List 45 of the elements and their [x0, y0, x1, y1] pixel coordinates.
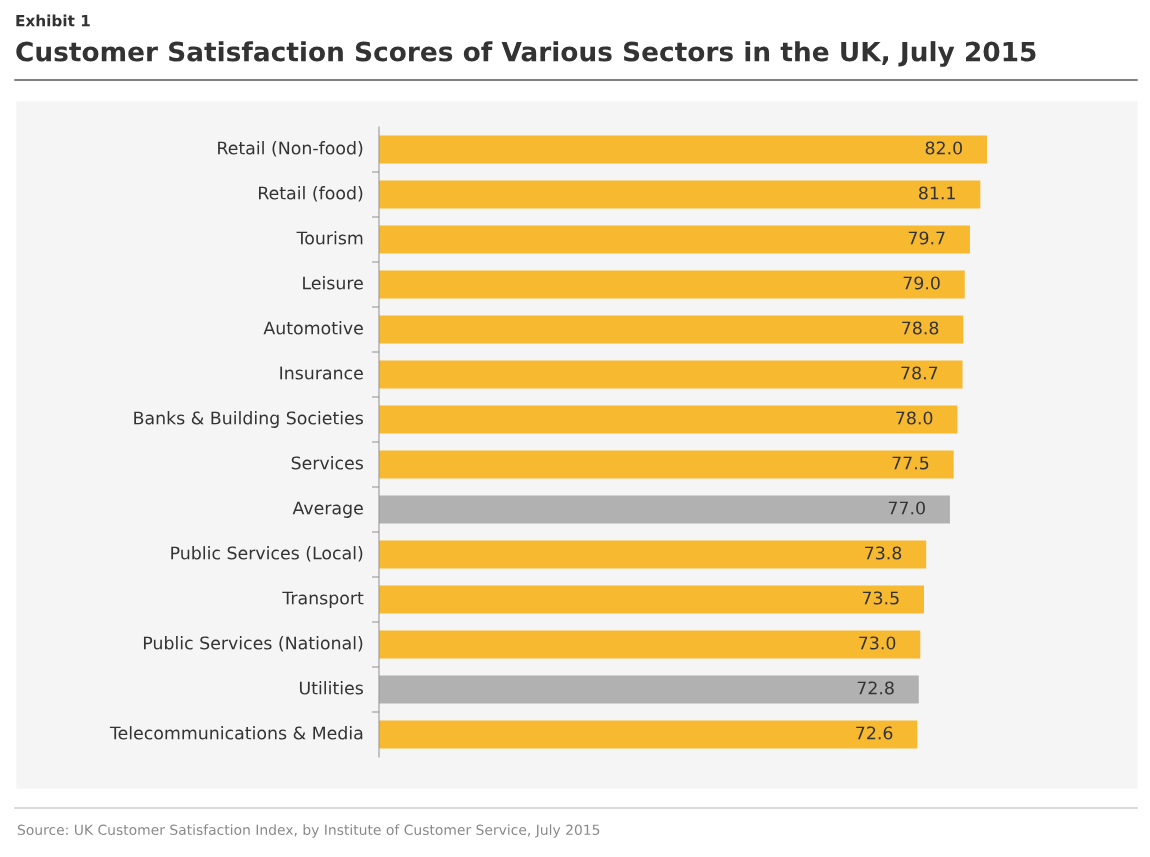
- y-tick-label: Leisure: [303, 276, 363, 290]
- y-tick-label: Retail (food): [259, 186, 363, 202]
- bar: [379, 450, 954, 479]
- y-tick-label: Transport: [282, 591, 364, 608]
- y-tick-label: Telecommunications & Media: [109, 726, 363, 740]
- data-label: 78.7: [901, 366, 938, 380]
- y-tick-label: Services: [291, 456, 363, 470]
- bar: [379, 495, 950, 524]
- y-tick-label: Average: [292, 501, 363, 518]
- data-label: 72.8: [857, 681, 894, 695]
- data-label: 73.5: [862, 591, 899, 605]
- y-tick-label: Automotive: [263, 321, 363, 335]
- data-label: 73.0: [859, 636, 896, 650]
- bar: [379, 225, 970, 254]
- y-tick-label: Tourism: [296, 231, 363, 245]
- y-tick-label: Retail (Non-food): [218, 141, 363, 157]
- bar: [379, 180, 981, 209]
- bar: [379, 630, 921, 659]
- data-label: 81.1: [919, 186, 955, 200]
- y-tick-label: Public Services (Local): [171, 546, 363, 562]
- y-tick-label: Insurance: [280, 366, 363, 380]
- y-tick-label: Public Services (National): [143, 636, 363, 652]
- text: Exhibit 1: [16, 14, 90, 27]
- data-label: 82.0: [925, 141, 962, 155]
- data-label: 72.6: [856, 726, 893, 740]
- source-note: Source: UK Customer Satisfaction Index, by Institute of Customer Service, July 2015: [17, 824, 600, 838]
- bar: [379, 720, 918, 749]
- bar: [379, 540, 927, 569]
- chart-title: Customer Satisfaction Scores of Various Sectors in the UK, July 2015: [16, 41, 1036, 67]
- data-label: 78.0: [896, 411, 933, 425]
- bar: [379, 135, 987, 164]
- y-tick-label: Utilities: [299, 681, 363, 695]
- y-tick-label: Banks & Building Societies: [134, 411, 363, 428]
- data-label: 79.7: [908, 231, 945, 245]
- bar: [379, 675, 919, 704]
- bar: [379, 405, 958, 434]
- data-label: 79.0: [903, 276, 940, 290]
- data-label: 77.5: [892, 456, 929, 470]
- bar: [379, 585, 924, 614]
- data-label: 73.8: [865, 546, 902, 560]
- bar: [379, 270, 965, 299]
- data-label: 77.0: [888, 501, 925, 515]
- data-label: 78.8: [902, 321, 939, 335]
- bar: [379, 360, 963, 389]
- bar: [379, 315, 964, 344]
